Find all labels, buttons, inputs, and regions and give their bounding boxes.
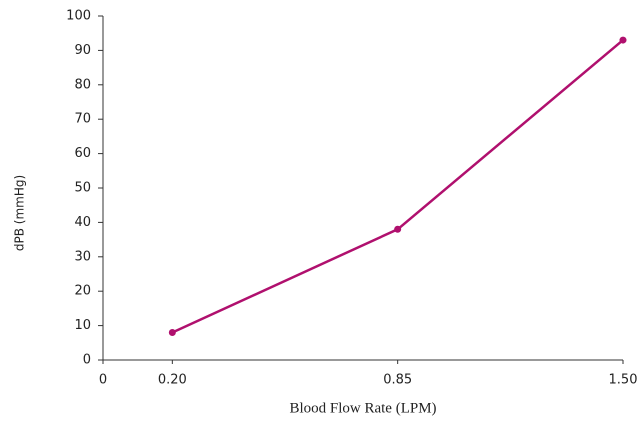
y-tick-label: 10 (74, 318, 91, 333)
x-tick-label: 1.50 (609, 373, 637, 388)
data-point (619, 36, 627, 44)
x-tick-label: 0 (99, 373, 107, 388)
x-tick-label: 0.85 (383, 373, 412, 388)
y-tick-label: 50 (74, 181, 91, 196)
y-tick-label: 20 (74, 284, 91, 299)
x-tick-label: 0.20 (158, 373, 187, 388)
data-line (171, 39, 624, 334)
y-tick-label: 60 (74, 146, 91, 161)
data-point (168, 328, 176, 336)
y-tick-label: 70 (74, 112, 91, 127)
data-point (394, 225, 402, 233)
y-tick-label: 30 (74, 249, 91, 264)
y-tick-label: 80 (74, 77, 91, 92)
y-tick-label: 40 (74, 215, 91, 230)
y-tick-label: 0 (83, 353, 91, 368)
y-tick-label: 90 (74, 43, 91, 58)
x-axis-label: Blood Flow Rate (LPM) (289, 400, 436, 416)
y-tick-label: 100 (66, 9, 91, 24)
y-axis-label: dPB (mmHg) (13, 175, 27, 251)
